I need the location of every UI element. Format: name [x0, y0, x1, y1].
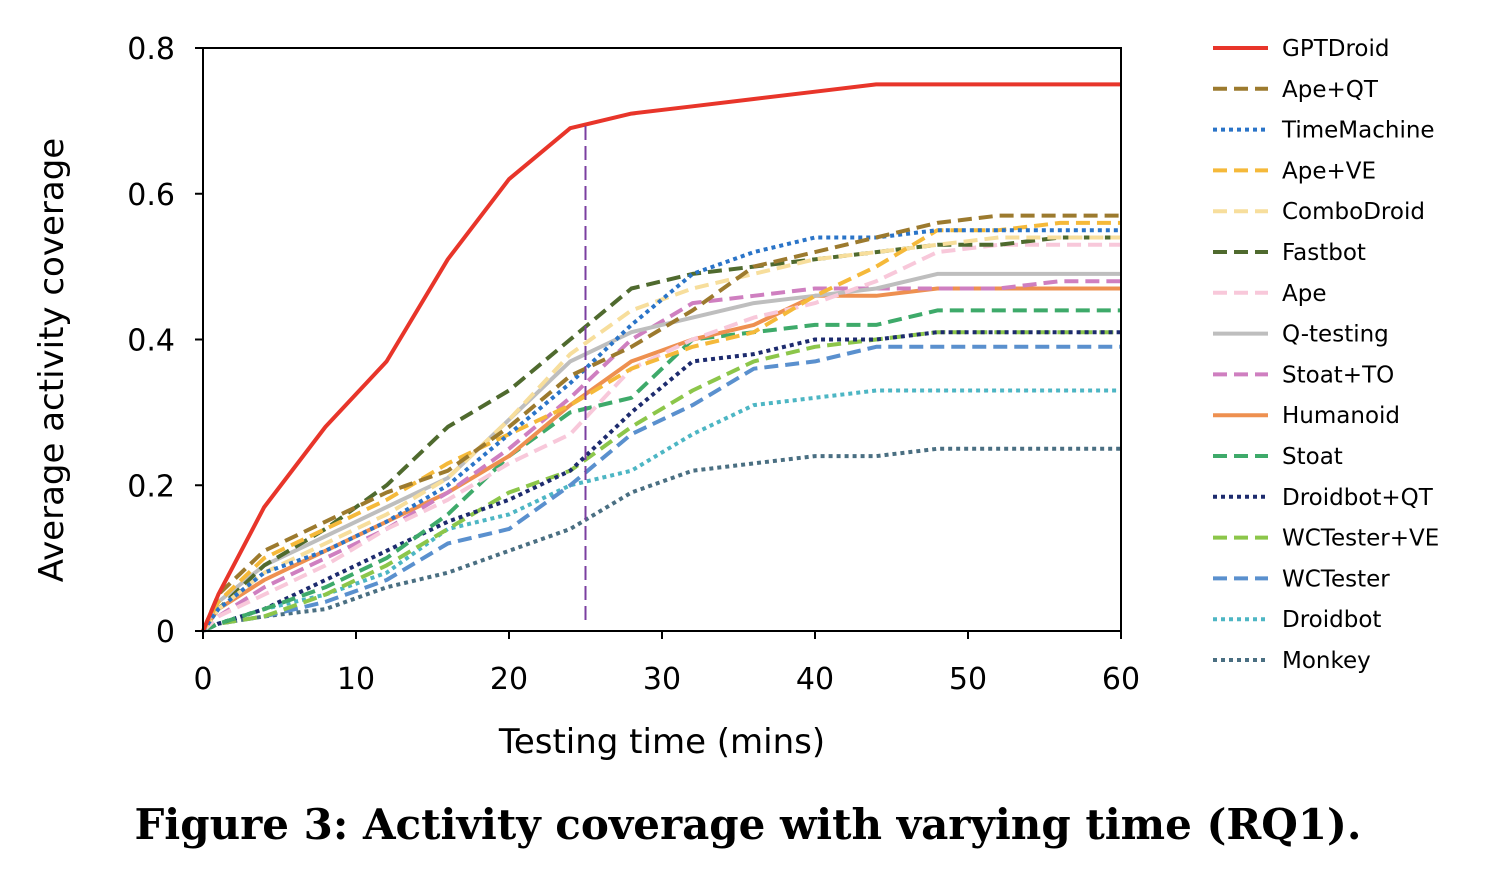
series-line-fastbot [201, 235, 1121, 633]
series-line-timemachine [201, 228, 1121, 633]
legend-label: Droidbot [1282, 607, 1381, 633]
y-axis-ticks: 0 0.2 0.4 0.6 0.8 [127, 32, 203, 650]
x-tick-label: 50 [949, 662, 987, 697]
y-tick-label: 0.8 [127, 32, 175, 67]
legend-label: Stoat+TO [1282, 362, 1394, 388]
legend-label: TimeMachine [1281, 118, 1435, 144]
series-line-q-testing [201, 271, 1121, 632]
legend-label: Ape [1282, 281, 1326, 307]
series-line-humanoid [201, 286, 1121, 633]
legend-label: Ape+VE [1282, 158, 1376, 184]
y-tick-label: 0.6 [127, 178, 175, 213]
x-tick-label: 40 [796, 662, 834, 697]
activity-coverage-chart: 0 10 20 30 40 50 60 0 0.2 0.4 0.6 0.8 Testing time… [32, 32, 1439, 762]
series-line-gptdroid [201, 82, 1121, 632]
x-tick-label: 20 [490, 662, 528, 697]
series-line-wctester-ve [202, 330, 1121, 633]
legend-label: Monkey [1282, 648, 1371, 674]
figure-caption: Figure 3: Activity coverage with varying… [134, 800, 1362, 849]
series-line-droidbot [202, 388, 1121, 633]
plot-lines [201, 82, 1121, 633]
legend-label: Droidbot+QT [1282, 485, 1434, 511]
series-line-wctester [202, 344, 1121, 633]
legend-label: Ape+QT [1282, 77, 1379, 103]
series-line-ape-ve [201, 220, 1121, 632]
x-tick-label: 0 [193, 662, 212, 697]
x-tick-label: 30 [643, 662, 681, 697]
x-axis-ticks: 0 10 20 30 40 50 60 [193, 631, 1140, 697]
x-tick-label: 60 [1102, 662, 1140, 697]
legend-label: Fastbot [1282, 240, 1366, 266]
legend-label: Humanoid [1282, 403, 1400, 429]
y-tick-label: 0.4 [127, 324, 175, 359]
y-tick-label: 0 [156, 615, 175, 650]
x-axis-title: Testing time (mins) [498, 722, 825, 762]
legend-label: Q-testing [1282, 322, 1389, 348]
series-line-combodroid [201, 235, 1121, 633]
y-tick-label: 0.2 [127, 469, 175, 504]
y-axis-title: Average activity coverage [32, 138, 72, 582]
legend: GPTDroid Ape+QT TimeMachine Ape+VE ComboDroi… [1213, 36, 1439, 674]
series-line-stoat [202, 308, 1121, 633]
legend-label: WCTester [1282, 566, 1390, 592]
legend-label: GPTDroid [1282, 36, 1389, 62]
series-line-ape [201, 242, 1121, 633]
series-line-droidbot-qt [202, 330, 1121, 633]
series-line-ape-qt [201, 213, 1121, 632]
legend-label: ComboDroid [1282, 199, 1425, 225]
legend-label: Stoat [1282, 444, 1343, 470]
x-tick-label: 10 [337, 662, 375, 697]
legend-label: WCTester+VE [1282, 526, 1439, 552]
series-line-monkey [202, 446, 1121, 633]
